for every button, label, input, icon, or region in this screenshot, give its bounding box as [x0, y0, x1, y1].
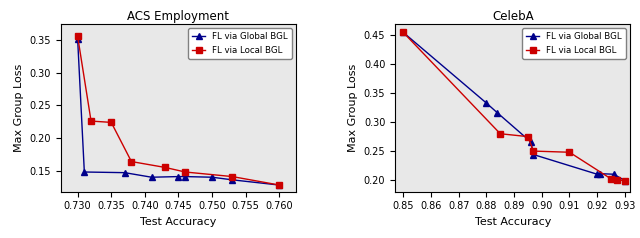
Title: ACS Employment: ACS Employment	[127, 10, 230, 23]
X-axis label: Test Accuracy: Test Accuracy	[140, 217, 217, 227]
Y-axis label: Max Group Loss: Max Group Loss	[348, 64, 358, 152]
Y-axis label: Max Group Loss: Max Group Loss	[14, 64, 24, 152]
X-axis label: Test Accuracy: Test Accuracy	[474, 217, 551, 227]
Legend: FL via Global BGL, FL via Local BGL: FL via Global BGL, FL via Local BGL	[188, 28, 292, 59]
Legend: FL via Global BGL, FL via Local BGL: FL via Global BGL, FL via Local BGL	[522, 28, 626, 59]
Title: CelebA: CelebA	[492, 10, 534, 23]
